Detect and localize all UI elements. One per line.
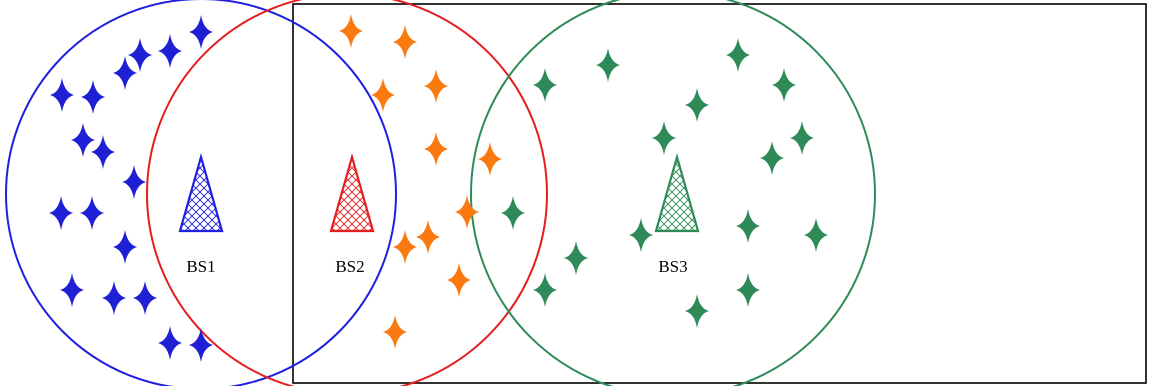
bs2-tower: BS2 (329, 152, 375, 276)
four-point-star-icon (60, 273, 84, 307)
bs1-tower: BS1 (178, 152, 224, 276)
four-point-star-icon (189, 328, 213, 362)
four-point-star-icon (339, 14, 363, 48)
four-point-star-icon (158, 326, 182, 360)
four-point-star-icon (393, 230, 417, 264)
four-point-star-icon (804, 218, 828, 252)
cell-tower-icon (178, 152, 224, 233)
four-point-star-icon (478, 142, 502, 176)
four-point-star-icon (113, 230, 137, 264)
four-point-star-icon (49, 196, 73, 230)
bs3-users-group (501, 38, 828, 328)
bs3-tower: BS3 (654, 152, 700, 276)
bs1-coverage-circle (5, 0, 397, 386)
four-point-star-icon (91, 135, 115, 169)
four-point-star-icon (133, 281, 157, 315)
four-point-star-icon (596, 48, 620, 82)
four-point-star-icon (383, 315, 407, 349)
four-point-star-icon (122, 165, 146, 199)
four-point-star-icon (772, 68, 796, 102)
four-point-star-icon (71, 123, 95, 157)
four-point-star-icon (533, 68, 557, 102)
cell-tower-icon (329, 152, 375, 233)
cell-tower-icon (654, 152, 700, 233)
region-frame (292, 3, 1147, 384)
bs2-label: BS2 (335, 257, 364, 276)
bs1-label: BS1 (186, 257, 215, 276)
four-point-star-icon (189, 15, 213, 49)
four-point-star-icon (80, 196, 104, 230)
bs3-label: BS3 (658, 257, 687, 276)
four-point-star-icon (447, 263, 471, 297)
four-point-star-icon (455, 195, 479, 229)
four-point-star-icon (424, 132, 448, 166)
four-point-star-icon (501, 196, 525, 230)
four-point-star-icon (371, 78, 395, 112)
four-point-star-icon (128, 38, 152, 72)
four-point-star-icon (790, 121, 814, 155)
four-point-star-icon (564, 241, 588, 275)
four-point-star-icon (726, 38, 750, 72)
bs1-users-group (49, 15, 213, 362)
four-point-star-icon (158, 34, 182, 68)
four-point-star-icon (81, 80, 105, 114)
four-point-star-icon (393, 25, 417, 59)
four-point-star-icon (533, 273, 557, 307)
four-point-star-icon (102, 281, 126, 315)
four-point-star-icon (629, 218, 653, 252)
bs2-coverage-circle (146, 0, 548, 386)
bs3-coverage-circle (470, 0, 876, 386)
four-point-star-icon (652, 121, 676, 155)
four-point-star-icon (736, 209, 760, 243)
four-point-star-icon (736, 273, 760, 307)
four-point-star-icon (50, 78, 74, 112)
four-point-star-icon (760, 141, 784, 175)
four-point-star-icon (685, 294, 709, 328)
four-point-star-icon (424, 69, 448, 103)
four-point-star-icon (416, 220, 440, 254)
four-point-star-icon (113, 56, 137, 90)
four-point-star-icon (685, 88, 709, 122)
bs2-users-group (339, 14, 502, 349)
